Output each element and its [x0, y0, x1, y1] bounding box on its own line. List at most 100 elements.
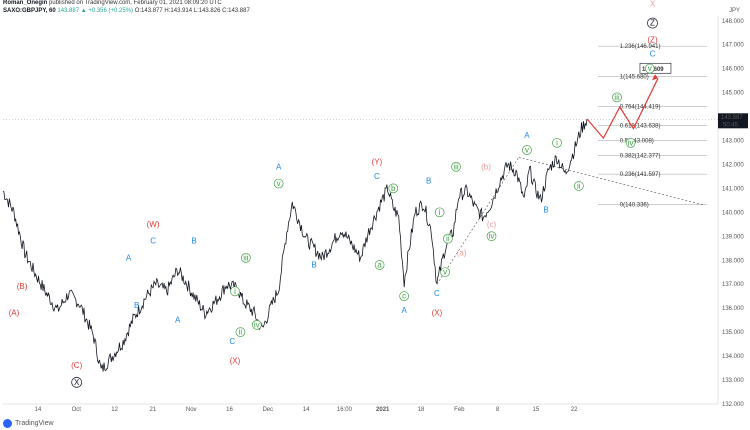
- y-tick-label: 138.000: [722, 258, 744, 264]
- wave-label: C: [650, 50, 656, 59]
- wave-label: A: [276, 162, 282, 171]
- footer: TradingView: [3, 419, 54, 428]
- wave-label: (Z): [647, 35, 658, 44]
- publisher-line: Roman_Onegin published on TradingView.co…: [3, 0, 222, 6]
- projection-line: [586, 78, 659, 140]
- wave-label: (A): [9, 308, 20, 317]
- x-tick-label: 12: [111, 407, 118, 413]
- wave-label: ii: [446, 234, 450, 243]
- symbol-name[interactable]: SAXO:GBPJPY, 60: [3, 8, 56, 14]
- wave-label: iv: [489, 232, 495, 241]
- symbol-line: SAXO:GBPJPY, 60 143.887 ▲ +0.356 (+0.25%…: [3, 8, 250, 14]
- x-tick-label: 14: [303, 407, 310, 413]
- fib-level-label: 1(145.680): [620, 74, 649, 80]
- wave-label: iii: [614, 93, 620, 102]
- wave-label: iii: [453, 162, 459, 171]
- wave-label: X: [650, 0, 656, 8]
- wave-label-circle: [442, 233, 453, 244]
- price-line: [2, 118, 588, 372]
- x-tick-label: 8: [496, 407, 500, 413]
- y-tick-label: 147.000: [722, 43, 744, 49]
- wave-label-circle: [251, 320, 262, 330]
- fib-retracement: 1.236(146.941) 1(145.680) 0.764(144.419) 0.…: [436, 44, 708, 285]
- y-tick-label: 136.000: [722, 306, 744, 312]
- wave-label: B: [311, 260, 316, 269]
- y-tick-label: 142.000: [722, 162, 744, 168]
- wave-label: C: [150, 237, 156, 246]
- wave-label: iv: [628, 138, 634, 147]
- wave-label: (a): [457, 249, 467, 258]
- price-series: [2, 118, 588, 372]
- x-tick-label: 16:00: [337, 407, 353, 413]
- wave-label: v: [277, 179, 281, 188]
- wave-label: A: [401, 306, 407, 315]
- wave-label: ii: [239, 328, 243, 337]
- x-tick-label: 15: [533, 407, 540, 413]
- wave-label: b: [391, 184, 396, 193]
- footer-brand[interactable]: TradingView: [15, 420, 54, 427]
- wave-label: Z: [650, 19, 655, 28]
- price-change: 143.887 ▲ +0.356 (+0.25%): [57, 8, 134, 14]
- x-tick-label: Dec: [262, 407, 273, 413]
- x-tick-label: 18: [418, 407, 425, 413]
- y-tick-label: 143.000: [722, 139, 744, 145]
- wave-label-circle: [522, 145, 532, 155]
- wave-label-circle: [573, 181, 584, 191]
- price-axis: JPY 132.000 133.000 134.000 135.000 136.000 13…: [717, 8, 748, 408]
- wave-label-circle: [451, 161, 461, 172]
- x-tick-label: 2021: [376, 407, 390, 413]
- x-tick-label: 22: [571, 407, 578, 413]
- y-tick-label: 135.000: [722, 330, 744, 336]
- wave-label: B: [191, 237, 196, 246]
- axis-unit-label: JPY: [729, 8, 740, 14]
- wave-label: X: [74, 378, 80, 387]
- wave-label-circle: [273, 178, 284, 189]
- fib-level-label: 0.5(143.008): [620, 138, 654, 144]
- wave-label: c: [402, 292, 406, 301]
- y-tick-label: 133.000: [722, 378, 744, 384]
- fib-level-label: 0(140.336): [620, 202, 649, 208]
- trendline-dashed: [518, 157, 705, 206]
- wave-label: (b): [481, 162, 491, 171]
- x-tick-label: 21: [150, 407, 157, 413]
- wave-label-circle: [647, 17, 658, 29]
- wave-label: A: [175, 316, 181, 325]
- x-tick-label: 14: [35, 407, 42, 413]
- x-tick-label: Feb: [454, 407, 465, 413]
- wave-label: (c): [487, 220, 497, 229]
- wave-label: v: [648, 64, 652, 73]
- wave-label: (B): [17, 282, 28, 291]
- wave-label: i: [439, 208, 441, 217]
- y-tick-label: 132.000: [722, 402, 744, 408]
- y-tick-label: 137.000: [722, 282, 744, 288]
- author-name[interactable]: Roman_Onegin: [3, 0, 48, 6]
- wave-label: C: [374, 172, 380, 181]
- wave-label: iv: [254, 320, 260, 329]
- published-text: published on TradingView.com, February 0…: [49, 0, 222, 6]
- wave-label: ii: [577, 181, 581, 190]
- last-price-label: 143.887: [721, 115, 743, 121]
- wave-label: A: [126, 253, 132, 262]
- wave-label-circle: [486, 231, 497, 242]
- time-axis: 14 Oct 12 21 Nov 16 Dec 14 16:00 2021 18 Feb 8 15 22: [3, 403, 718, 413]
- wave-label: a: [377, 260, 382, 269]
- fib-level-label: 1.236(146.941): [620, 44, 661, 50]
- wave-label: v: [443, 268, 447, 277]
- trendline-dashed: [436, 157, 520, 285]
- ohlc-values: O:143.877 H:143.914 L:143.826 C:143.887: [134, 8, 250, 14]
- wave-label: (X): [432, 308, 443, 317]
- wave-labels: (A)(B)(C)XAB(W)CABiiiiiiivC(X)AvB(Y)Cbac…: [9, 0, 658, 388]
- wave-label: (Y): [372, 157, 383, 166]
- wave-label-circle: [612, 92, 622, 103]
- wave-label: B: [426, 177, 431, 186]
- wave-label: (X): [230, 356, 241, 365]
- y-tick-label: 141.000: [722, 186, 744, 192]
- x-tick-label: Nov: [186, 407, 197, 413]
- wave-label-circle: [434, 207, 445, 218]
- wave-label: iii: [243, 253, 249, 262]
- last-price-badge: [718, 113, 748, 129]
- wave-label-circle: [552, 137, 562, 148]
- y-tick-label: 139.000: [722, 234, 744, 240]
- x-tick-label: Oct: [72, 407, 82, 413]
